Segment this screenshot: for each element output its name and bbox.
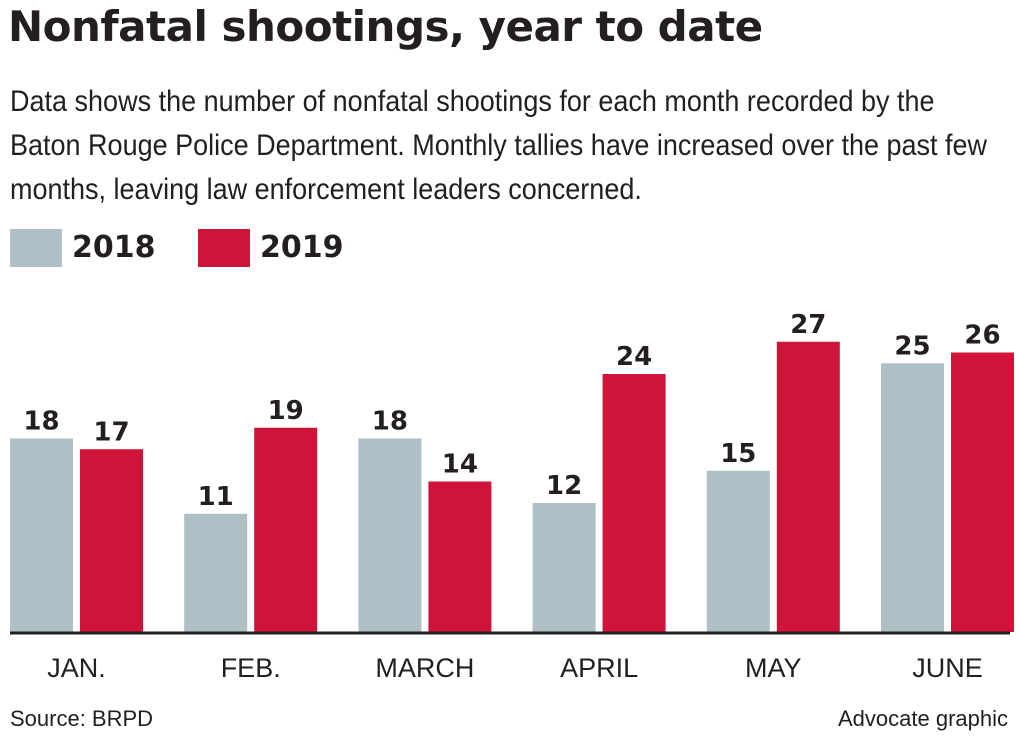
bar-2019-jan [80, 449, 143, 632]
bar-2019-april [602, 374, 666, 632]
data-label-2018-march: 18 [372, 407, 408, 437]
bar-2018-may [706, 470, 770, 632]
data-label-2018-jan: 18 [23, 407, 59, 437]
bar-2019-feb [254, 427, 318, 632]
data-label-2019-may: 27 [790, 310, 826, 340]
x-tick-label-april: APRIL [560, 653, 638, 683]
x-tick-label-jan: JAN. [47, 653, 106, 683]
data-label-2019-june: 26 [964, 321, 1000, 351]
chart-subtitle: Data shows the number of nonfatal shooti… [10, 85, 988, 206]
bar-2018-april [532, 503, 596, 632]
bar-chart: 18 17 JAN. 11 19 FEB. 18 14 MARCH 12 24 APRIL 15 27 MA… [10, 310, 1014, 683]
data-label-2019-jan: 17 [93, 417, 129, 447]
data-label-2019-april: 24 [616, 342, 652, 372]
legend-swatch-2019 [198, 229, 250, 267]
bar-2019-march [428, 481, 492, 632]
legend-swatch-2018 [10, 229, 62, 267]
legend-label-2019: 2019 [260, 230, 344, 265]
x-tick-label-june: JUNE [912, 653, 983, 683]
bar-2018-feb [184, 513, 248, 632]
data-label-2019-march: 14 [442, 450, 478, 480]
bar-2019-june [951, 352, 1014, 632]
bar-2018-june [881, 363, 944, 632]
x-tick-label-march: MARCH [375, 653, 474, 683]
data-label-2018-may: 15 [720, 439, 756, 469]
source-note: Source: BRPD [10, 706, 154, 731]
x-tick-label-may: MAY [745, 653, 802, 683]
bar-2018-jan [10, 438, 73, 632]
bar-2018-march [358, 438, 422, 632]
credit-note: Advocate graphic [838, 706, 1008, 731]
chart-title: Nonfatal shootings, year to date [8, 2, 763, 51]
bar-2019-may [776, 341, 840, 632]
data-label-2019-feb: 19 [268, 396, 304, 426]
data-label-2018-april: 12 [546, 471, 582, 501]
legend-label-2018: 2018 [72, 230, 156, 265]
data-label-2018-feb: 11 [198, 482, 234, 512]
x-tick-label-feb: FEB. [221, 653, 281, 683]
data-label-2018-june: 25 [894, 331, 930, 361]
